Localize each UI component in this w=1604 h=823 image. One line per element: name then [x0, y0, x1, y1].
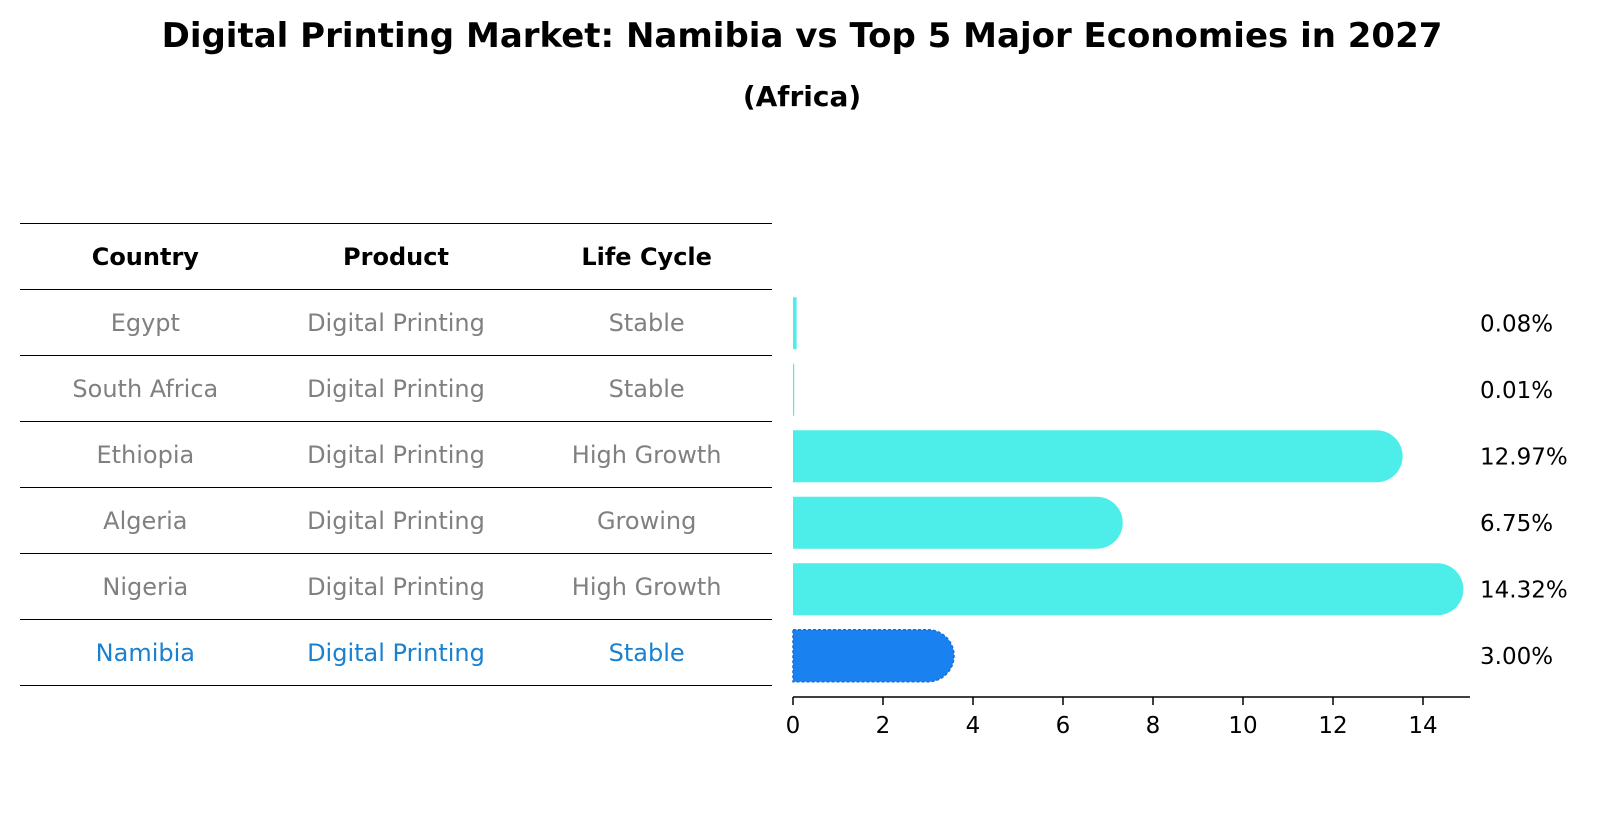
x-tick-label: 6 [1056, 713, 1071, 739]
x-tick-label: 8 [1146, 713, 1161, 739]
table-row: Egypt Digital Printing Stable [20, 290, 772, 356]
product-cell: Digital Printing [307, 638, 485, 667]
product-cell: Digital Printing [307, 308, 485, 337]
bar-namibia [792, 629, 955, 683]
table-row: Ethiopia Digital Printing High Growth [20, 422, 772, 488]
bar-egypt [793, 297, 797, 350]
product-cell: Digital Printing [307, 374, 485, 403]
header-country: Country [91, 242, 199, 271]
data-table: Country Product Life Cycle Egypt Digital… [20, 223, 772, 686]
value-label: 0.01% [1480, 378, 1553, 404]
header-life-cycle: Life Cycle [581, 242, 712, 271]
table-row-highlight: Namibia Digital Printing Stable [20, 620, 772, 686]
x-tick-label: 10 [1228, 713, 1257, 739]
x-tick-label: 0 [786, 713, 801, 739]
country-cell: Algeria [103, 506, 188, 535]
country-cell: Ethiopia [96, 440, 195, 469]
chart-subtitle: (Africa) [742, 80, 862, 113]
product-cell: Digital Printing [307, 506, 485, 535]
chart-title: Digital Printing Market: Namibia vs Top … [161, 16, 1443, 56]
product-cell: Digital Printing [307, 440, 485, 469]
x-tick-label: 12 [1318, 713, 1347, 739]
product-cell: Digital Printing [307, 572, 485, 601]
table-row: Algeria Digital Printing Growing [20, 488, 772, 554]
table-header-row: Country Product Life Cycle [20, 224, 772, 290]
table-row: South Africa Digital Printing Stable [20, 356, 772, 422]
country-cell: Egypt [110, 308, 180, 337]
table-row: Nigeria Digital Printing High Growth [20, 554, 772, 620]
bar-algeria [793, 496, 1123, 549]
bar-ethiopia [793, 430, 1403, 483]
value-label: 3.00% [1480, 644, 1553, 670]
x-tick-label: 14 [1408, 713, 1437, 739]
life-cycle-cell: Stable [608, 308, 685, 337]
country-cell: South Africa [72, 374, 219, 403]
life-cycle-cell: Growing [596, 506, 697, 535]
bar-nigeria [793, 563, 1464, 616]
x-tick-label: 2 [876, 713, 891, 739]
value-label: 6.75% [1480, 511, 1553, 537]
bar-south-africa [793, 363, 795, 416]
life-cycle-cell: High Growth [571, 572, 722, 601]
country-cell: Nigeria [102, 572, 189, 601]
value-label: 12.97% [1480, 444, 1568, 470]
life-cycle-cell: Stable [608, 374, 685, 403]
life-cycle-cell: Stable [608, 638, 685, 667]
life-cycle-cell: High Growth [571, 440, 722, 469]
value-label: 0.08% [1480, 311, 1553, 337]
country-cell: Namibia [95, 638, 195, 667]
header-product: Product [343, 242, 449, 271]
value-label: 14.32% [1480, 577, 1568, 603]
x-tick-label: 4 [966, 713, 981, 739]
